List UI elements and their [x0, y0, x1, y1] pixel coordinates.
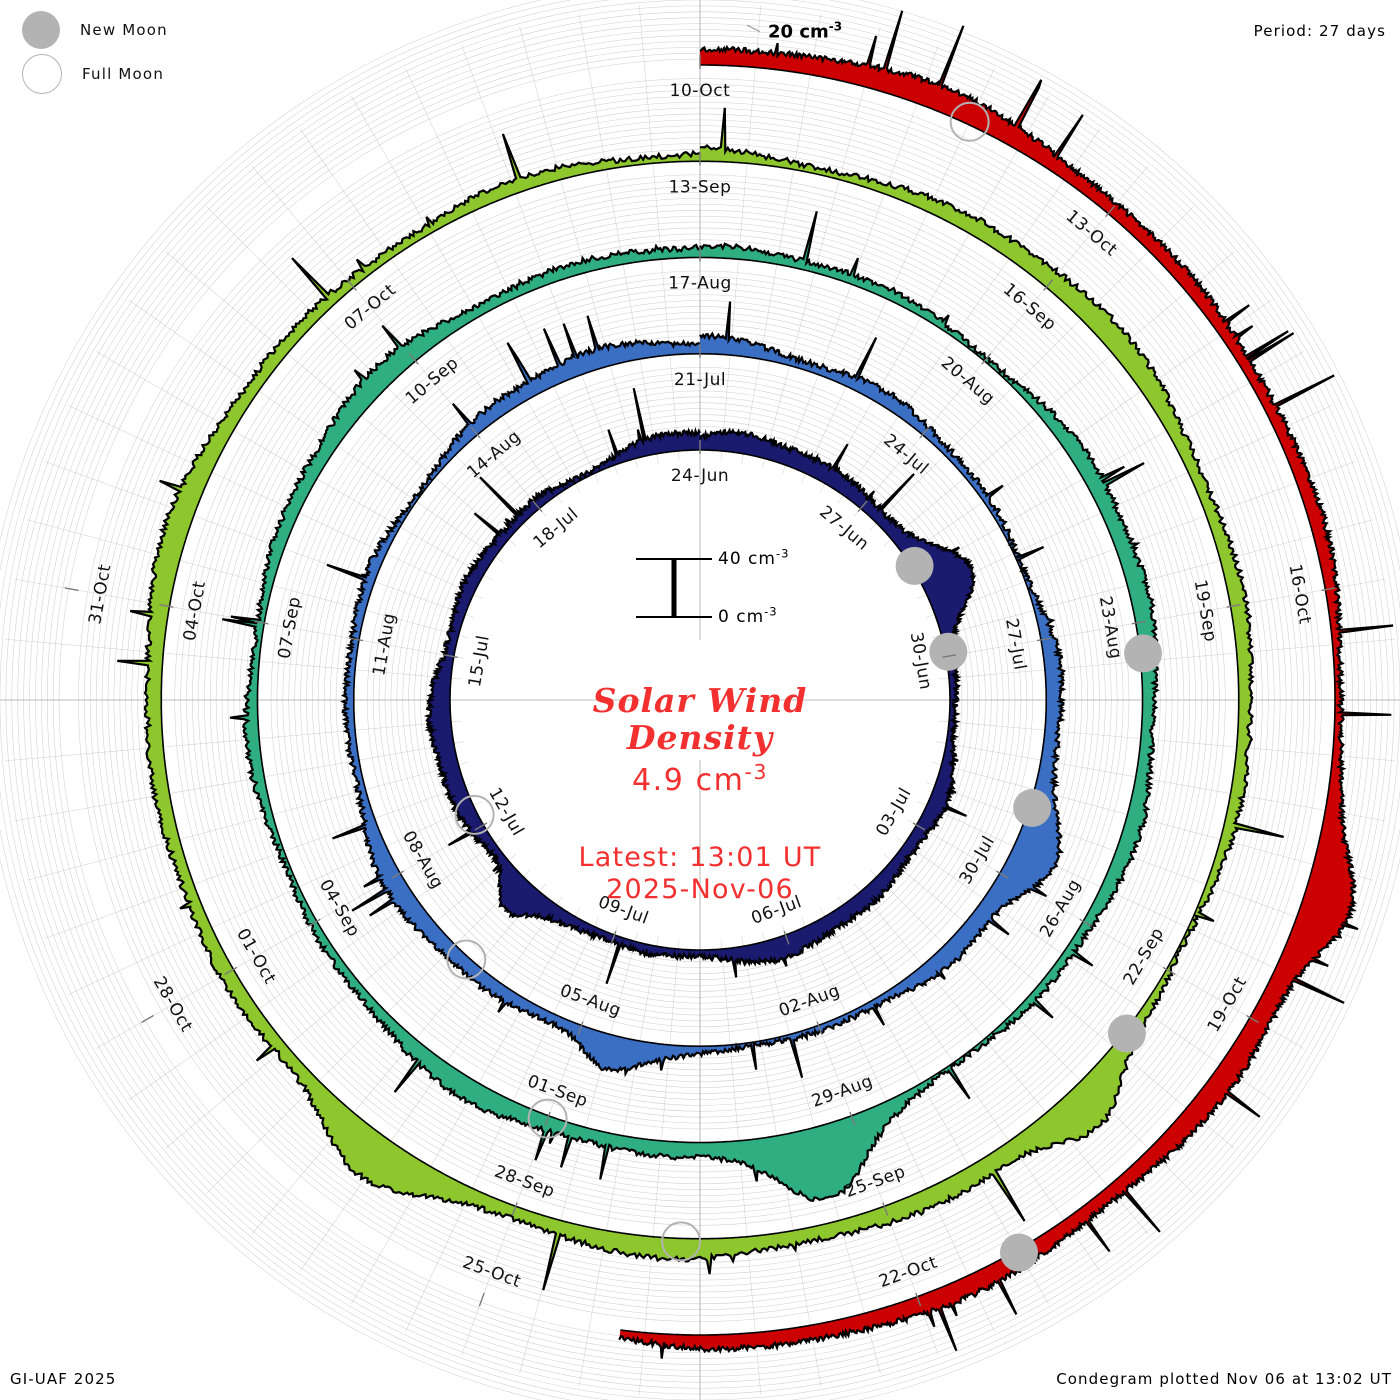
date-label: 17-Aug	[668, 274, 732, 294]
new-moon-label: New Moon	[80, 21, 168, 39]
date-label: 11-Aug	[369, 611, 400, 677]
latest-time: Latest: 13:01 UT	[578, 841, 822, 873]
scale-bar: 40 cm-3 0 cm-3	[440, 545, 960, 637]
title-line-1: Solar Wind	[592, 681, 808, 720]
baseline-2	[353, 353, 1048, 1048]
radial-axis-label: 40 cm-3	[768, 0, 842, 1]
date-label: 28-Sep	[492, 1162, 558, 1202]
new-moon-marker	[1000, 1233, 1038, 1272]
date-label: 07-Sep	[274, 595, 305, 660]
new-moon-icon	[22, 11, 60, 49]
full-moon-marker	[446, 939, 487, 980]
date-label: 24-Jul	[879, 430, 932, 479]
baseline-3	[256, 256, 1144, 1144]
radial-axis-layer: 40 cm-3 20 cm-3	[746, 0, 842, 43]
date-label: 31-Oct	[85, 563, 115, 626]
plotted-timestamp: Condegram plotted Nov 06 at 13:02 UT	[1056, 1370, 1392, 1388]
moon-marker-layer	[446, 101, 1163, 1272]
data-trace-2	[326, 301, 1067, 1079]
date-label: 25-Oct	[460, 1253, 524, 1293]
data-trace-3	[221, 211, 1160, 1203]
period-label: Period: 27 days	[1253, 22, 1386, 40]
date-label: 19-Sep	[1190, 578, 1221, 643]
baseline-5	[620, 64, 1336, 1336]
full-moon-marker	[949, 101, 990, 142]
title-line-2: Density	[626, 717, 774, 757]
current-value: 4.9 cm-3	[631, 759, 769, 798]
scale-min-label: 0 cm-3	[718, 604, 778, 627]
new-moon-marker	[895, 546, 934, 585]
date-label: 21-Jul	[674, 370, 726, 390]
data-trace-1	[423, 387, 977, 985]
latest-date: 2025-Nov-06	[606, 873, 794, 905]
new-moon-marker	[1013, 788, 1052, 827]
date-label: 27-Jul	[1001, 617, 1030, 672]
new-moon-marker	[1124, 634, 1163, 673]
date-label: 29-Aug	[809, 1071, 876, 1112]
radial-axis-label: 20 cm-3	[768, 20, 842, 43]
moon-phase-legend: New Moon Full Moon	[22, 8, 168, 96]
scale-max-label: 40 cm-3	[718, 546, 790, 569]
scale-bar-glyph	[636, 558, 712, 618]
latest-timestamp: Latest: 13:01 UT 2025-Nov-06	[440, 842, 960, 906]
page-title: Solar Wind Density	[440, 681, 960, 757]
date-label: 22-Oct	[876, 1253, 940, 1293]
date-label: 13-Sep	[669, 177, 732, 197]
full-moon-marker	[454, 794, 495, 835]
date-label: 10-Oct	[670, 81, 731, 101]
full-moon-marker	[661, 1221, 702, 1262]
date-label: 05-Aug	[557, 981, 624, 1022]
legend-item-new-moon: New Moon	[22, 8, 168, 52]
full-moon-icon	[22, 54, 62, 94]
date-label: 02-Aug	[776, 981, 843, 1022]
data-trace-5	[618, 10, 1394, 1359]
data-trace-4	[117, 107, 1284, 1291]
new-moon-marker	[1107, 1014, 1146, 1053]
date-label: 23-Aug	[1095, 595, 1126, 661]
date-label: 24-Jun	[671, 466, 729, 486]
date-label: 04-Oct	[180, 579, 210, 642]
date-label: 28-Oct	[149, 973, 197, 1036]
legend-item-full-moon: Full Moon	[22, 52, 168, 96]
centre-info: 40 cm-3 0 cm-3 Solar Wind Density 4.9 cm…	[440, 545, 960, 906]
credit-label: GI-UAF 2025	[10, 1370, 117, 1388]
full-moon-label: Full Moon	[82, 65, 165, 83]
new-moon-marker	[929, 632, 968, 671]
full-moon-marker	[527, 1098, 568, 1139]
date-label: 16-Oct	[1285, 563, 1315, 626]
